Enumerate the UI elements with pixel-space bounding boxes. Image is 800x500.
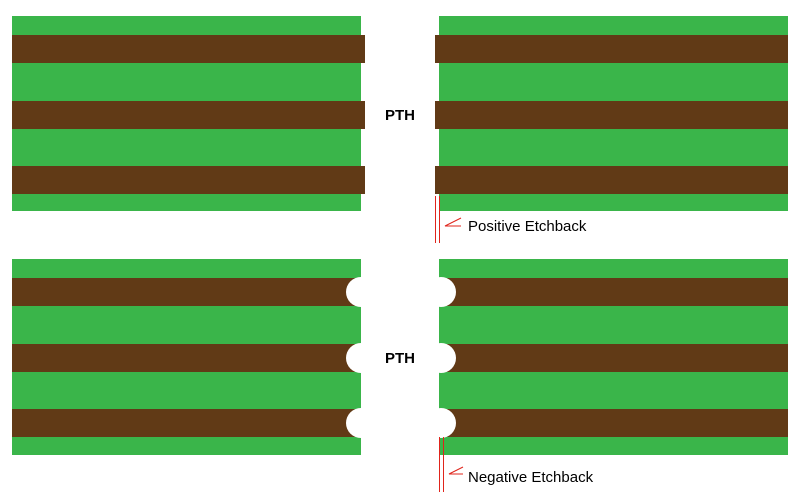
right-copper-layer	[439, 278, 788, 306]
left-copper-layer	[12, 344, 361, 372]
right-copper-layer	[439, 409, 788, 437]
copper-recess-notch	[346, 277, 376, 307]
etchback-marker	[435, 196, 462, 243]
negative-etchback-label: Negative Etchback	[468, 469, 594, 486]
left-copper-layer	[12, 409, 361, 437]
right-copper-layer	[435, 101, 788, 129]
left-copper-layer	[12, 278, 361, 306]
right-copper-layer	[435, 166, 788, 194]
right-copper-layer	[439, 344, 788, 372]
copper-recess-notch	[426, 343, 456, 373]
pth-label: PTH	[385, 350, 415, 367]
copper-recess-notch	[426, 408, 456, 438]
left-copper-layer	[12, 166, 365, 194]
copper-recess-notch	[346, 408, 376, 438]
left-copper-layer	[12, 35, 365, 63]
right-copper-layer	[435, 35, 788, 63]
positive-etchback-panel: PTH Positive Etchback	[12, 16, 788, 243]
left-copper-layer	[12, 101, 365, 129]
etchback-marker	[439, 437, 464, 492]
positive-etchback-label: Positive Etchback	[468, 218, 587, 235]
negative-etchback-panel: PTH Negative Etchback	[12, 259, 788, 492]
copper-recess-notch	[426, 277, 456, 307]
pth-label: PTH	[385, 107, 415, 124]
copper-recess-notch	[346, 343, 376, 373]
